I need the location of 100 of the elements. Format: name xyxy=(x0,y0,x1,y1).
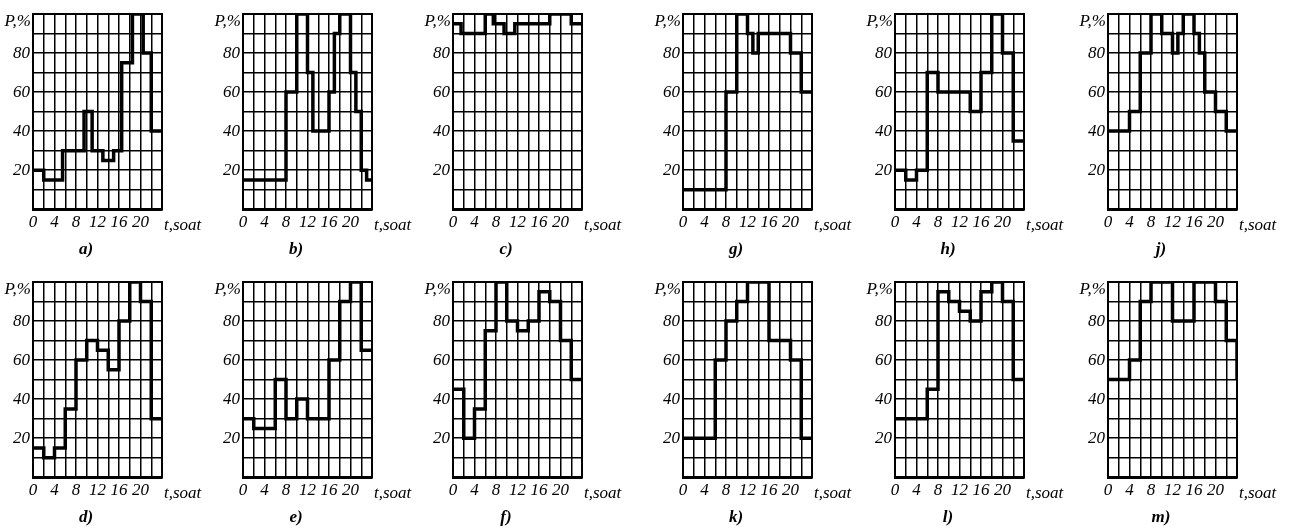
x-tick-label: 4 xyxy=(50,211,60,231)
x-tick-label: 8 xyxy=(281,479,291,499)
x-tick-label: 0 xyxy=(448,479,458,499)
x-tick-label: 4 xyxy=(50,479,60,499)
x-tick-label: 0 xyxy=(1103,211,1113,231)
x-tick-label: 20 xyxy=(1207,211,1225,231)
y-tick-label: 80 xyxy=(1088,42,1106,62)
y-axis-title: P,% xyxy=(213,279,241,299)
x-tick-label: 20 xyxy=(782,211,800,231)
x-tick-label: 8 xyxy=(491,211,501,231)
x-tick-label: 16 xyxy=(972,211,990,231)
y-axis-title: P,% xyxy=(653,279,681,299)
y-tick-label: 80 xyxy=(1088,310,1106,330)
y-tick-label: 60 xyxy=(223,81,241,101)
x-tick-label: 0 xyxy=(678,211,688,231)
x-tick-label: 4 xyxy=(260,479,270,499)
x-tick-label: 0 xyxy=(28,479,38,499)
y-axis-title: P,% xyxy=(3,11,31,31)
y-tick-label: 40 xyxy=(433,388,451,408)
x-axis-title: t,soat xyxy=(814,483,853,503)
x-tick-label: 20 xyxy=(342,211,360,231)
y-tick-label: 40 xyxy=(663,120,681,140)
x-tick-label: 20 xyxy=(552,211,570,231)
x-tick-label: 0 xyxy=(890,211,900,231)
y-tick-label: 40 xyxy=(875,388,893,408)
x-tick-label: 12 xyxy=(1164,479,1182,499)
text: c) xyxy=(499,239,513,259)
x-tick-label: 4 xyxy=(700,479,710,499)
x-tick-label: 20 xyxy=(552,479,570,499)
x-tick-label: 0 xyxy=(448,211,458,231)
x-tick-label: 12 xyxy=(509,211,527,231)
x-tick-label: 4 xyxy=(1125,211,1135,231)
x-tick-label: 20 xyxy=(342,479,360,499)
x-tick-label: 8 xyxy=(1146,479,1156,499)
x-tick-label: 4 xyxy=(260,211,270,231)
x-tick-label: 20 xyxy=(782,479,800,499)
y-tick-label: 20 xyxy=(13,159,31,179)
x-tick-label: 8 xyxy=(933,479,943,499)
x-tick-label: 16 xyxy=(530,211,548,231)
x-axis-title: t,soat xyxy=(164,215,203,235)
x-tick-label: 12 xyxy=(739,479,757,499)
y-tick-label: 60 xyxy=(875,81,893,101)
x-tick-label: 4 xyxy=(700,211,710,231)
x-axis-title: t,soat xyxy=(584,215,623,235)
y-tick-label: 20 xyxy=(433,159,451,179)
y-tick-label: 60 xyxy=(13,349,31,369)
x-tick-label: 12 xyxy=(299,211,317,231)
y-tick-label: 40 xyxy=(13,120,31,140)
x-tick-label: 0 xyxy=(678,479,688,499)
y-tick-label: 40 xyxy=(223,388,241,408)
text: h) xyxy=(940,239,956,259)
x-tick-label: 12 xyxy=(89,211,107,231)
y-axis-title: P,% xyxy=(1078,11,1106,31)
y-axis-title: P,% xyxy=(423,11,451,31)
y-tick-label: 20 xyxy=(875,427,893,447)
x-tick-label: 20 xyxy=(132,479,150,499)
x-tick-label: 4 xyxy=(912,479,922,499)
y-tick-label: 80 xyxy=(433,310,451,330)
x-tick-label: 12 xyxy=(299,479,317,499)
x-tick-label: 0 xyxy=(28,211,38,231)
x-tick-label: 16 xyxy=(530,479,548,499)
y-tick-label: 60 xyxy=(223,349,241,369)
x-axis-title: t,soat xyxy=(814,215,853,235)
x-tick-label: 12 xyxy=(509,479,527,499)
y-tick-label: 20 xyxy=(1088,427,1106,447)
y-tick-label: 40 xyxy=(1088,388,1106,408)
y-tick-label: 80 xyxy=(223,42,241,62)
y-tick-label: 80 xyxy=(875,42,893,62)
x-tick-label: 20 xyxy=(994,479,1012,499)
x-tick-label: 4 xyxy=(912,211,922,231)
text: j) xyxy=(1152,239,1167,259)
x-axis-title: t,soat xyxy=(374,215,413,235)
x-tick-label: 8 xyxy=(491,479,501,499)
x-tick-label: 4 xyxy=(470,479,480,499)
x-axis-title: t,soat xyxy=(1239,215,1278,235)
x-tick-label: 8 xyxy=(933,211,943,231)
y-tick-label: 60 xyxy=(875,349,893,369)
x-tick-label: 0 xyxy=(890,479,900,499)
x-tick-label: 16 xyxy=(972,479,990,499)
x-tick-label: 8 xyxy=(71,479,81,499)
x-tick-label: 16 xyxy=(110,479,128,499)
x-tick-label: 8 xyxy=(71,211,81,231)
text: l) xyxy=(942,507,954,527)
x-tick-label: 16 xyxy=(760,479,778,499)
x-tick-label: 8 xyxy=(1146,211,1156,231)
y-axis-title: P,% xyxy=(3,279,31,299)
x-axis-title: t,soat xyxy=(584,483,623,503)
y-tick-label: 40 xyxy=(433,120,451,140)
x-tick-label: 16 xyxy=(110,211,128,231)
x-tick-label: 12 xyxy=(951,479,969,499)
x-tick-label: 16 xyxy=(760,211,778,231)
text: d) xyxy=(78,507,94,527)
x-tick-label: 16 xyxy=(320,479,338,499)
y-tick-label: 80 xyxy=(13,310,31,330)
y-tick-label: 60 xyxy=(1088,81,1106,101)
x-tick-label: 12 xyxy=(89,479,107,499)
x-tick-label: 0 xyxy=(238,211,248,231)
x-tick-label: 16 xyxy=(1185,211,1203,231)
y-tick-label: 40 xyxy=(663,388,681,408)
x-axis-title: t,soat xyxy=(1026,215,1065,235)
